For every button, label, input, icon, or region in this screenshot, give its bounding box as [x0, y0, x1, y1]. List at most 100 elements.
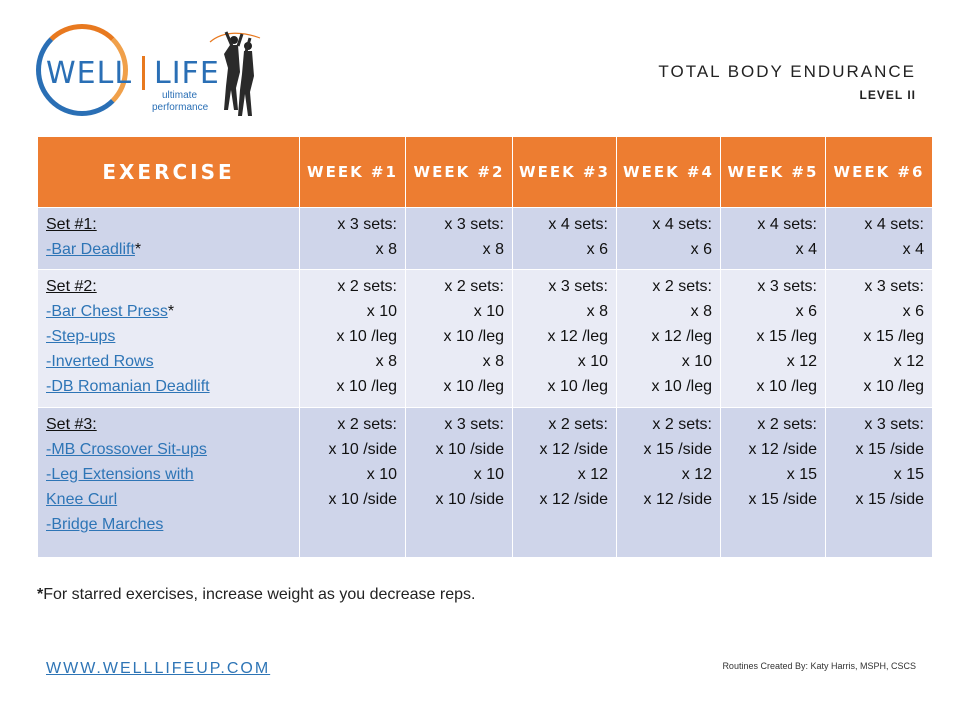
sets-count: x 3 sets: — [864, 278, 924, 295]
rep-count: x 8 — [482, 353, 504, 370]
exercise-line: -Bridge Marches — [46, 512, 291, 537]
footnote-text: For starred exercises, increase weight a… — [43, 586, 476, 603]
sets-count: x 3 sets: — [864, 416, 924, 433]
rep-count: x 12 /side — [539, 441, 608, 458]
rep-count: x 12 — [681, 466, 712, 483]
exercise-cell: Set #3: -MB Crossover Sit-ups -Leg Extensi… — [37, 407, 300, 558]
week-3-header: WEEK #3 — [512, 136, 617, 208]
rep-count: x 15 /leg — [863, 328, 924, 345]
rep-count: x 8 — [375, 241, 397, 258]
rep-count: x 6 — [902, 303, 924, 320]
exercise-cell: Set #2: -Bar Chest Press* -Step-ups -Invert… — [37, 269, 300, 408]
exercise-line: -Inverted Rows — [46, 349, 291, 374]
logo-separator — [142, 56, 145, 90]
week-2-cell: x 3 sets: x 8 — [405, 207, 513, 270]
week-1-cell: x 2 sets: x 10 /side x 10 x 10 /side — [299, 407, 406, 558]
exercise-link[interactable]: -Bar Deadlift — [46, 241, 135, 258]
week-1-cell: x 3 sets: x 8 — [299, 207, 406, 270]
rep-count: x 10 — [473, 466, 504, 483]
rep-count: x 10 — [473, 303, 504, 320]
sets-count: x 3 sets: — [548, 278, 608, 295]
week-4-cell: x 2 sets: x 15 /side x 12 x 12 /side — [616, 407, 721, 558]
logo-word-well: WELL — [46, 56, 133, 91]
rep-count: x 12 /leg — [547, 328, 608, 345]
routine-table: EXERCISE WEEK #1 WEEK #2 WEEK #3 WEEK #4… — [37, 136, 933, 558]
logo-word-life: LIFE — [154, 56, 220, 91]
exercise-link[interactable]: Knee Curl — [46, 491, 118, 508]
rep-count: x 15 /side — [855, 491, 924, 508]
sets-count: x 4 sets: — [652, 216, 712, 233]
exercise-link[interactable]: -Step-ups — [46, 328, 116, 345]
rep-count: x 15 /side — [748, 491, 817, 508]
rep-count: x 10 /leg — [863, 378, 924, 395]
sets-count: x 2 sets: — [337, 278, 397, 295]
set-label: Set #1: — [46, 216, 97, 233]
star-marker: * — [167, 303, 175, 320]
routine-level: LEVEL II — [859, 88, 916, 102]
exercise-link[interactable]: -Leg Extensions with — [46, 466, 194, 483]
sets-count: x 2 sets: — [652, 416, 712, 433]
exercise-link[interactable]: -Bar Chest Press — [46, 303, 168, 320]
sets-count: x 4 sets: — [864, 216, 924, 233]
week-3-cell: x 3 sets: x 8 x 12 /leg x 10 x 10 /leg — [512, 269, 617, 408]
exercise-line: Knee Curl — [46, 487, 291, 512]
logo-tagline-1: ultimate — [162, 90, 198, 101]
rep-count: x 4 — [902, 241, 924, 258]
rep-count: x 12 /side — [539, 491, 608, 508]
rep-count: x 6 — [586, 241, 608, 258]
rep-count: x 8 — [375, 353, 397, 370]
rep-count: x 12 /side — [643, 491, 712, 508]
week-1-header: WEEK #1 — [299, 136, 406, 208]
sets-count: x 2 sets: — [757, 416, 817, 433]
exercise-link[interactable]: -Bridge Marches — [46, 516, 164, 533]
rep-count: x 10 — [577, 353, 608, 370]
sets-count: x 2 sets: — [337, 416, 397, 433]
rep-count: x 6 — [795, 303, 817, 320]
sets-count: x 3 sets: — [337, 216, 397, 233]
exercise-link[interactable]: -Inverted Rows — [46, 353, 154, 370]
table-header-row: EXERCISE WEEK #1 WEEK #2 WEEK #3 WEEK #4… — [37, 136, 933, 208]
rep-count: x 10 — [681, 353, 712, 370]
rep-count: x 10 /leg — [443, 378, 504, 395]
rep-count: x 6 — [690, 241, 712, 258]
rep-count: x 8 — [586, 303, 608, 320]
rep-count: x 10 /side — [328, 491, 397, 508]
exercise-link[interactable]: -MB Crossover Sit-ups — [46, 441, 207, 458]
sets-count: x 4 sets: — [548, 216, 608, 233]
week-3-cell: x 2 sets: x 12 /side x 12 x 12 /side — [512, 407, 617, 558]
welllife-logo: WELL LIFE ultimate performance — [34, 22, 261, 126]
table-row: Set #3: -MB Crossover Sit-ups -Leg Extensi… — [37, 407, 933, 558]
rep-count: x 4 — [795, 241, 817, 258]
star-marker: * — [134, 241, 142, 258]
week-6-cell: x 3 sets: x 6 x 15 /leg x 12 x 10 /leg — [825, 269, 933, 408]
starred-footnote: *For starred exercises, increase weight … — [37, 586, 475, 604]
week-5-cell: x 3 sets: x 6 x 15 /leg x 12 x 10 /leg — [720, 269, 826, 408]
week-6-cell: x 3 sets: x 15 /side x 15 x 15 /side — [825, 407, 933, 558]
set-label: Set #2: — [46, 278, 97, 295]
rep-count: x 10 /side — [328, 441, 397, 458]
rep-count: x 10 /leg — [756, 378, 817, 395]
rep-count: x 12 — [893, 353, 924, 370]
week-5-cell: x 4 sets: x 4 — [720, 207, 826, 270]
sets-count: x 3 sets: — [757, 278, 817, 295]
website-link[interactable]: WWW.WELLLIFEUP.COM — [46, 660, 271, 677]
rep-count: x 12 — [786, 353, 817, 370]
rep-count: x 10 /side — [435, 491, 504, 508]
sets-count: x 4 sets: — [757, 216, 817, 233]
exercise-link[interactable]: -DB Romanian Deadlift — [46, 378, 210, 395]
rep-count: x 10 /leg — [443, 328, 504, 345]
rep-count: x 10 /leg — [336, 328, 397, 345]
athletes-silhouette-icon — [209, 31, 261, 116]
exercise-line: -Bar Chest Press* — [46, 299, 291, 324]
rep-count: x 10 /leg — [547, 378, 608, 395]
rep-count: x 12 /side — [748, 441, 817, 458]
week-4-header: WEEK #4 — [616, 136, 721, 208]
exercise-line: -Leg Extensions with — [46, 462, 291, 487]
rep-count: x 15 — [893, 466, 924, 483]
week-5-header: WEEK #5 — [720, 136, 826, 208]
sets-count: x 3 sets: — [444, 416, 504, 433]
rep-count: x 15 /leg — [756, 328, 817, 345]
exercise-line: -DB Romanian Deadlift — [46, 374, 291, 399]
week-4-cell: x 2 sets: x 8 x 12 /leg x 10 x 10 /leg — [616, 269, 721, 408]
week-2-cell: x 2 sets: x 10 x 10 /leg x 8 x 10 /leg — [405, 269, 513, 408]
